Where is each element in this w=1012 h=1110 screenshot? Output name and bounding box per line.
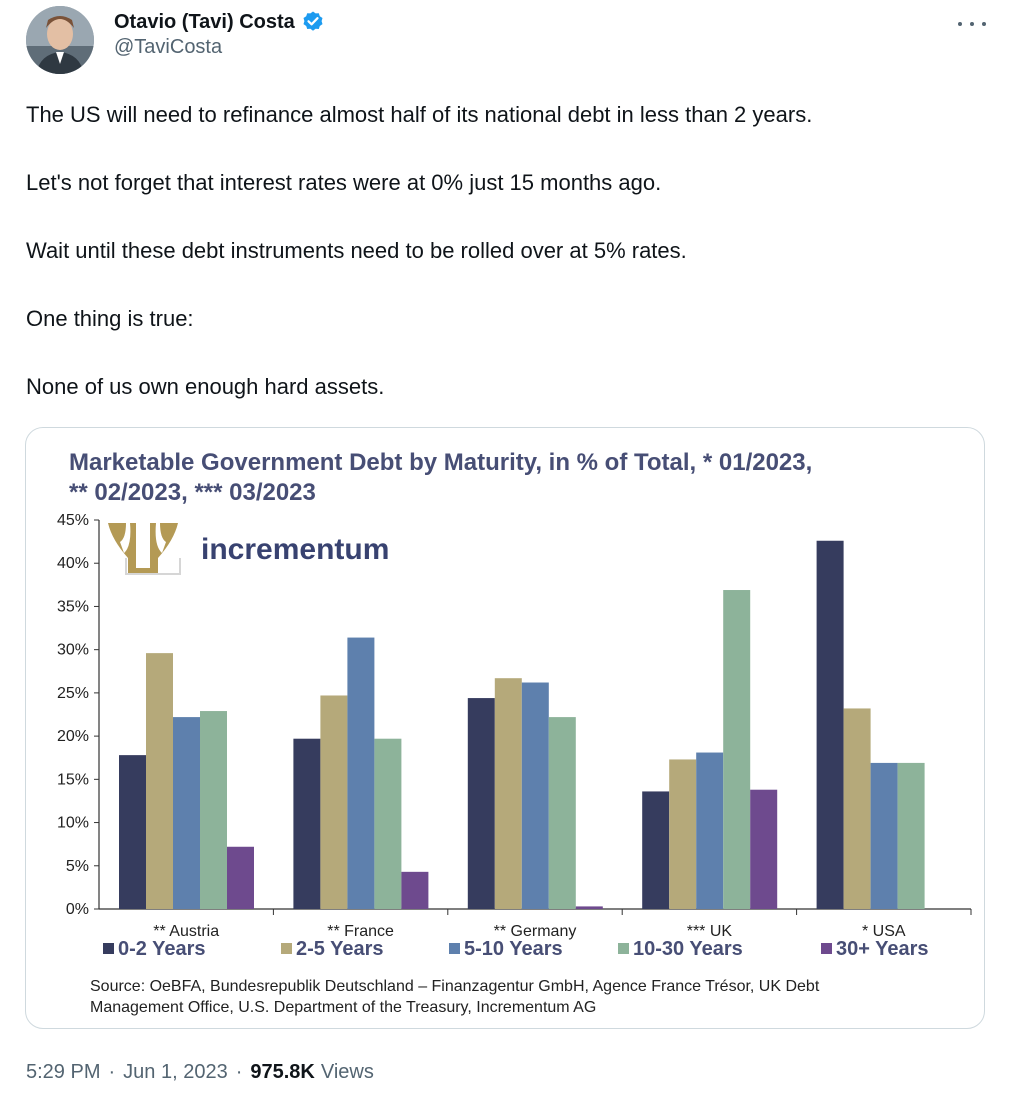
author-name-row: Otavio (Tavi) Costa (114, 8, 325, 36)
bar (320, 695, 348, 909)
y-tick-label: 40% (57, 555, 89, 572)
legend-swatch (449, 943, 460, 954)
chart-title: Marketable Government Debt by Maturity, … (69, 449, 812, 476)
tweet-date[interactable]: Jun 1, 2023 (123, 1060, 228, 1083)
incrementum-tree-icon (108, 523, 181, 575)
bar (843, 708, 871, 909)
bar (750, 789, 778, 909)
y-tick-label: 5% (66, 858, 89, 875)
chart-title: ** 02/2023, *** 03/2023 (69, 479, 316, 506)
legend-label: 30+ Years (836, 938, 929, 960)
bar (119, 755, 146, 909)
bar (467, 698, 495, 909)
bar (816, 540, 844, 909)
y-tick-label: 0% (66, 901, 89, 918)
legend-swatch (821, 943, 832, 954)
verified-badge-icon (301, 10, 325, 34)
bar (347, 637, 375, 909)
y-tick-label: 35% (57, 598, 89, 615)
x-tick-label: * USA (862, 923, 906, 940)
tweet-text-line: The US will need to refinance almost hal… (26, 102, 813, 127)
tweet-meta: 5:29 PM · Jun 1, 2023 · 975.8K Views (26, 1058, 374, 1086)
tweet-text-line: Wait until these debt instruments need t… (26, 238, 687, 263)
bar (494, 678, 522, 909)
legend-item: 2-5 Years (281, 938, 384, 960)
avatar[interactable] (26, 6, 94, 74)
more-options-icon[interactable] (958, 12, 986, 36)
x-tick-label: ** France (327, 923, 394, 940)
bar (521, 682, 549, 909)
bar (548, 717, 576, 909)
x-tick-label: ** Germany (494, 923, 577, 940)
meta-separator: · (235, 1060, 243, 1083)
legend-label: 5-10 Years (464, 938, 563, 960)
legend-swatch (103, 943, 114, 954)
legend-item: 0-2 Years (103, 938, 206, 960)
meta-separator: · (108, 1060, 116, 1083)
y-tick-label: 15% (57, 771, 89, 788)
bar (575, 906, 603, 909)
bar (642, 791, 670, 909)
tweet-media-image[interactable]: Marketable Government Debt by Maturity, … (25, 427, 985, 1029)
tweet-time[interactable]: 5:29 PM (26, 1060, 101, 1083)
bar (374, 738, 402, 909)
legend-swatch (281, 943, 292, 954)
y-tick-label: 45% (57, 512, 89, 529)
y-tick-label: 30% (57, 642, 89, 659)
author-display-name[interactable]: Otavio (Tavi) Costa (114, 10, 295, 33)
bar (870, 762, 898, 909)
y-tick-label: 20% (57, 728, 89, 745)
legend-swatch (618, 943, 629, 954)
incrementum-logo-text: incrementum (201, 533, 389, 566)
bar (696, 752, 724, 909)
bar (293, 738, 321, 909)
views-count: 975.8K (250, 1060, 315, 1083)
legend-item: 5-10 Years (449, 938, 563, 960)
views-label: Views (320, 1060, 374, 1083)
legend-item: 10-30 Years (618, 938, 743, 960)
bar (200, 711, 227, 909)
bar (173, 717, 200, 909)
tweet-text: The US will need to refinance almost hal… (26, 98, 976, 438)
chart-source: Source: OeBFA, Bundesrepublik Deutschlan… (90, 978, 820, 995)
tweet-text-line: One thing is true: (26, 306, 194, 331)
legend-label: 0-2 Years (118, 938, 206, 960)
bar (401, 871, 429, 909)
bar (669, 759, 697, 909)
bar (146, 653, 173, 909)
chart-source: Management Office, U.S. Department of th… (90, 999, 596, 1016)
avatar-image (26, 6, 94, 74)
x-tick-label: *** UK (687, 923, 733, 940)
legend-label: 2-5 Years (296, 938, 384, 960)
x-tick-label: ** Austria (153, 923, 219, 940)
legend-label: 10-30 Years (633, 938, 743, 960)
incrementum-logo: incrementum (108, 523, 389, 575)
y-tick-label: 25% (57, 685, 89, 702)
bar (227, 846, 254, 909)
y-tick-label: 10% (57, 815, 89, 832)
author-handle[interactable]: @TaviCosta (114, 36, 223, 58)
bar (723, 590, 751, 909)
bar (897, 762, 925, 909)
chart: Marketable Government Debt by Maturity, … (57, 449, 972, 1016)
legend-item: 30+ Years (821, 938, 929, 960)
tweet-text-line: None of us own enough hard assets. (26, 374, 385, 399)
tweet-text-line: Let's not forget that interest rates wer… (26, 170, 662, 195)
